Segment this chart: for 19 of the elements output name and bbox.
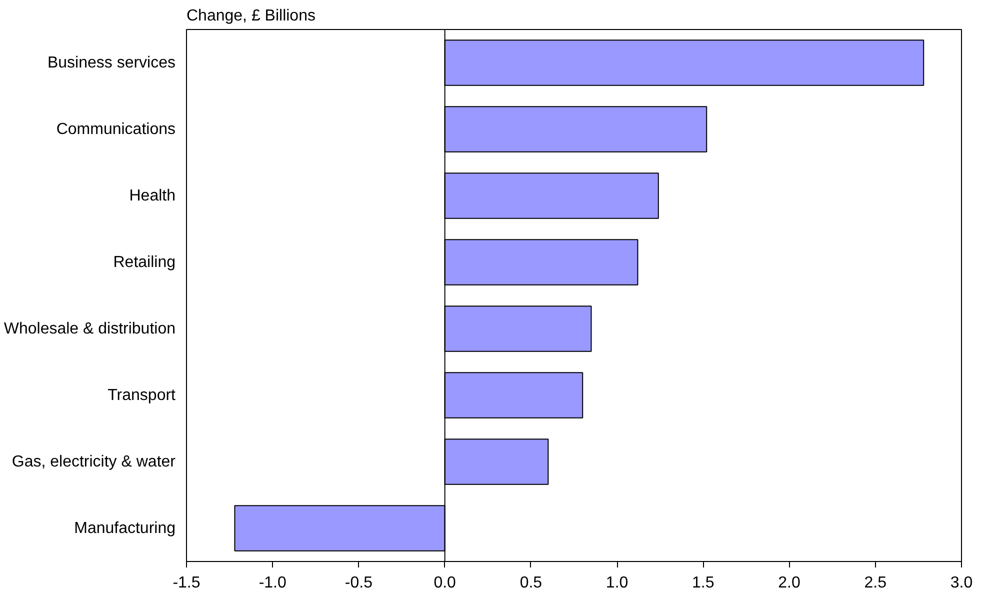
y-tick-label: Retailing	[113, 254, 176, 271]
x-tick-label: -1.0	[258, 574, 286, 592]
y-tick-label: Manufacturing	[74, 520, 176, 537]
chart-title: Change, £ Billions	[186, 8, 316, 24]
y-tick-label: Communications	[56, 120, 176, 138]
y-tick-label: Wholesale & distribution	[4, 320, 176, 338]
x-tick-label: 1.0	[606, 574, 628, 592]
x-tick-label: 0.0	[434, 574, 456, 592]
x-tick-label: 3.0	[950, 574, 973, 592]
y-tick-label: Health	[129, 187, 176, 204]
x-tick-label: 1.5	[692, 574, 714, 592]
x-tick-label: -0.5	[344, 574, 373, 592]
y-tick-label: Gas, electricity & water	[12, 453, 176, 470]
y-tick-label: Transport	[108, 386, 176, 404]
x-tick-label: -1.5	[172, 574, 200, 592]
y-tick-label: Business services	[47, 54, 176, 72]
x-tick-label: 2.5	[864, 574, 887, 592]
x-tick-label: 2.0	[778, 574, 800, 592]
x-tick-label: 0.5	[520, 574, 542, 592]
